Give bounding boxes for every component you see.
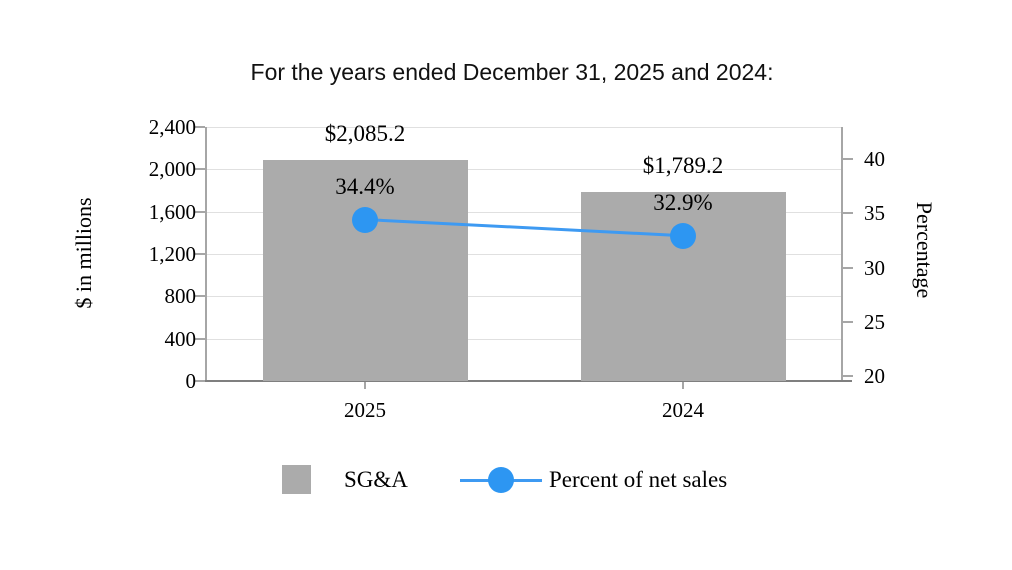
right-axis-tick-label: 25 (864, 310, 885, 334)
gridline (206, 127, 842, 128)
percent-value-label: 34.4% (335, 174, 395, 199)
legend: SG&A Percent of net sales (0, 455, 1012, 505)
right-axis-tick-label: 30 (864, 256, 885, 280)
left-axis-tick (195, 380, 205, 382)
gridline (206, 212, 842, 213)
left-axis-tick-label: 1,200 (148, 242, 196, 266)
left-axis-tick-label: 0 (185, 369, 197, 393)
gridline (206, 254, 842, 255)
left-axis-tick (195, 168, 205, 170)
x-axis-category-label: 2024 (662, 398, 704, 422)
legend-label-sga: SG&A (344, 467, 408, 492)
right-axis-line (841, 127, 843, 381)
gridline (206, 169, 842, 170)
legend-dot-icon (488, 467, 514, 493)
left-axis-line (205, 127, 207, 381)
bar-value-label: $2,085.2 (324, 121, 406, 146)
left-axis-tick-label: 1,600 (148, 200, 196, 224)
bar-2024 (581, 192, 786, 381)
right-axis-tick (843, 267, 853, 269)
right-axis-tick (843, 212, 853, 214)
left-axis-tick (195, 211, 205, 213)
percent-value-label: 32.9% (653, 190, 713, 215)
x-axis-tick (364, 382, 366, 389)
chart-title: For the years ended December 31, 2025 an… (250, 59, 774, 85)
x-axis-tick (682, 382, 684, 389)
left-axis-tick (195, 295, 205, 297)
left-axis-tick (195, 338, 205, 340)
right-axis-tick (843, 158, 853, 160)
left-axis-title: $ in millions (71, 197, 96, 309)
right-axis-tick-label: 40 (864, 147, 885, 171)
left-axis-tick-label: 800 (164, 284, 197, 308)
line-point-2025 (352, 207, 378, 233)
line-point-2024 (670, 223, 696, 249)
gridline (206, 339, 842, 340)
x-axis-line (196, 380, 852, 382)
left-axis-tick-label: 2,000 (148, 157, 196, 181)
x-axis-category-label: 2025 (344, 398, 386, 422)
gridline (206, 296, 842, 297)
left-axis-tick (195, 253, 205, 255)
right-axis-tick (843, 321, 853, 323)
left-axis-tick-label: 2,400 (148, 115, 196, 139)
legend-swatch-bar (282, 465, 311, 494)
right-axis-tick-label: 20 (864, 364, 885, 388)
bar-2025 (263, 160, 468, 381)
bar-value-label: $1,789.2 (642, 153, 724, 178)
right-axis-tick-label: 35 (864, 201, 885, 225)
legend-label-percent: Percent of net sales (549, 467, 728, 492)
left-axis-tick (195, 126, 205, 128)
left-axis-tick-label: 400 (164, 327, 197, 351)
right-axis-tick (843, 375, 853, 377)
